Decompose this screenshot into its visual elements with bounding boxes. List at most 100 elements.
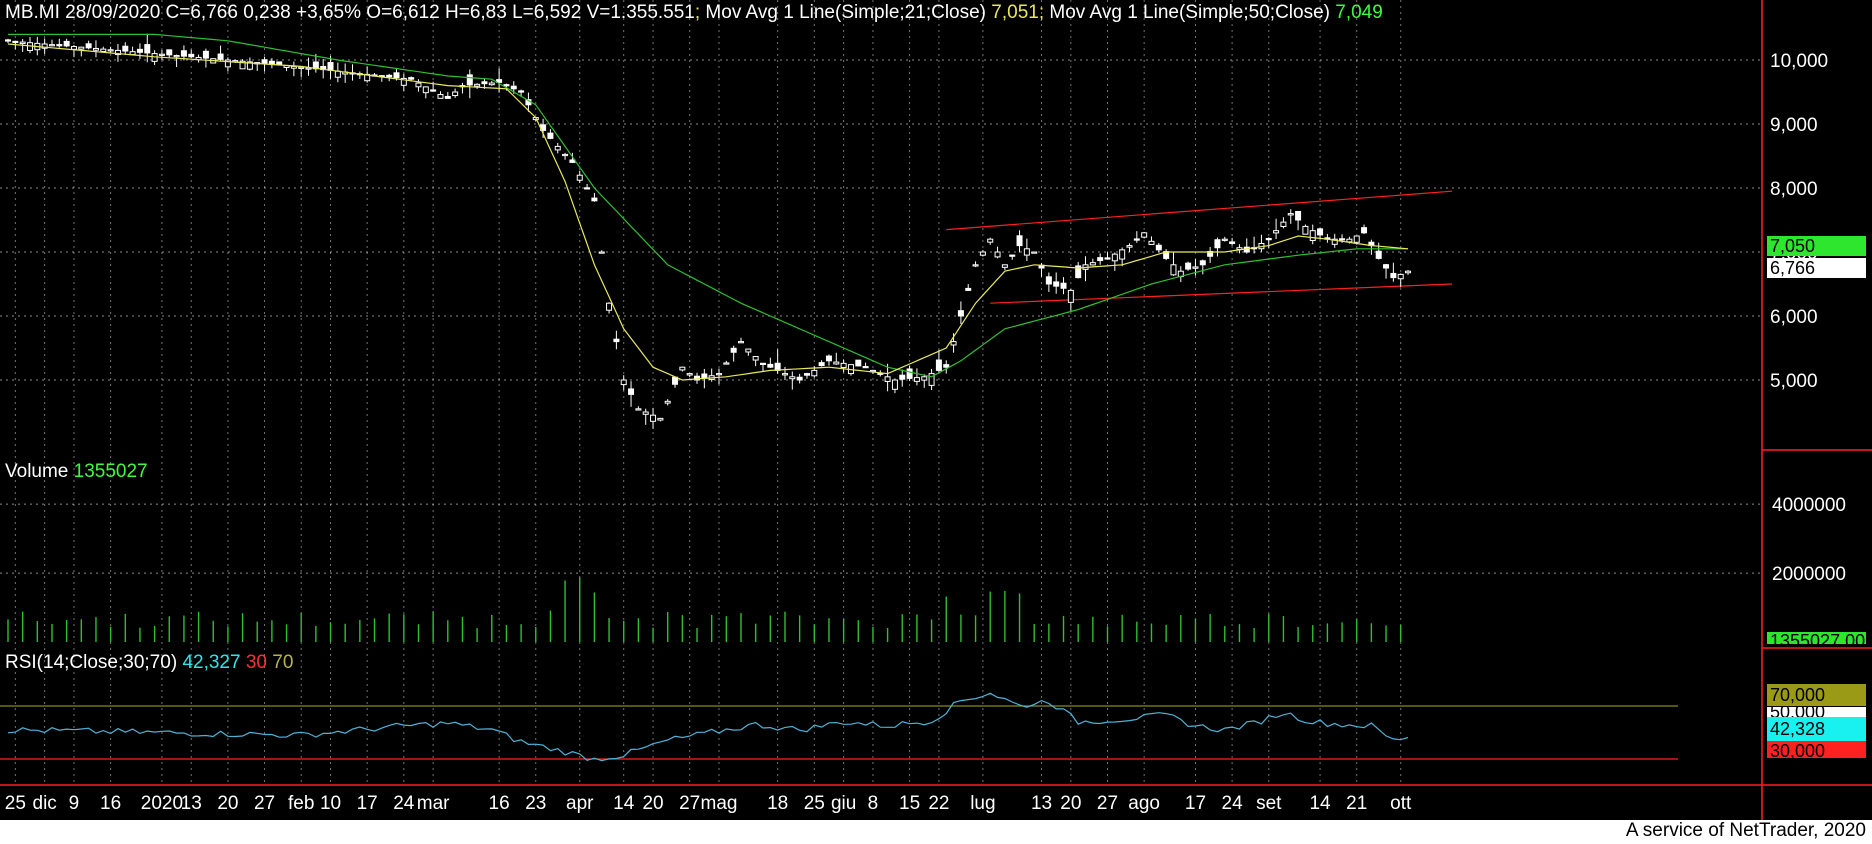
candle-body xyxy=(510,85,517,90)
candle-body xyxy=(268,60,275,65)
candle-body xyxy=(972,264,979,267)
candle-body xyxy=(606,302,613,311)
grid-lines xyxy=(0,0,1762,785)
candle-body xyxy=(1111,253,1118,262)
candle-body xyxy=(1045,276,1052,285)
candle-body xyxy=(334,70,341,78)
candle-body xyxy=(650,414,657,422)
rsi-70-tag: 70,000 xyxy=(1767,684,1866,706)
candle-body xyxy=(781,373,788,376)
candle-body xyxy=(818,362,825,367)
time-tick-label: 25 xyxy=(5,793,26,814)
volume-tick-label: 2000000 xyxy=(1772,564,1846,585)
candle-body xyxy=(63,40,70,47)
candle-body xyxy=(1170,264,1177,276)
candle-body xyxy=(1097,257,1104,262)
candle-body xyxy=(85,43,92,49)
rsi-low-level: 30 xyxy=(245,652,267,673)
candle-body xyxy=(642,411,649,415)
time-tick-label: 8 xyxy=(868,793,879,814)
candle-body xyxy=(474,83,481,87)
candle-body xyxy=(158,53,165,56)
candle-body xyxy=(1075,265,1082,279)
candle-body xyxy=(56,44,63,47)
candle-body xyxy=(144,44,151,54)
rsi-value-tag: 42,328 xyxy=(1767,717,1866,741)
candle-body xyxy=(41,43,48,49)
time-tick-label: 10 xyxy=(320,793,341,814)
ma50-line xyxy=(8,33,1408,378)
candle-body xyxy=(422,86,429,94)
candle-body xyxy=(965,287,972,291)
candle-body xyxy=(811,369,818,377)
candle-body xyxy=(1273,230,1280,234)
candle-body xyxy=(1031,251,1038,254)
candle-body xyxy=(921,376,928,381)
candle-body xyxy=(1192,266,1199,269)
candle-body xyxy=(1346,238,1353,243)
candle-body xyxy=(979,251,986,256)
header-date: 28/09/2020 xyxy=(65,2,161,23)
candle-body xyxy=(576,174,583,181)
candle-body xyxy=(466,74,473,86)
candle-body xyxy=(408,77,415,80)
candle-body xyxy=(855,359,862,367)
candle-body xyxy=(584,187,591,190)
ma-price-tag: 7,050 xyxy=(1767,236,1866,256)
candle-body xyxy=(686,373,693,376)
candle-body xyxy=(598,251,605,254)
ma21-line xyxy=(7,43,1409,381)
candle-body xyxy=(114,49,121,56)
candle-body xyxy=(481,81,488,85)
rsi-high-level: 70 xyxy=(272,652,294,673)
time-tick-label: 9 xyxy=(69,793,80,814)
rsi-series-line xyxy=(7,692,1409,762)
candle-body xyxy=(239,60,246,70)
candle-body xyxy=(716,373,723,376)
time-tick-label: ago xyxy=(1128,793,1160,814)
volume-tick-label: 4000000 xyxy=(1772,495,1846,516)
candle-body xyxy=(657,417,664,421)
candle-body xyxy=(327,61,334,71)
candle-body xyxy=(620,379,627,386)
volume-tag: 1355027,00 xyxy=(1767,632,1866,644)
candle-body xyxy=(840,362,847,369)
time-tick-label: 20 xyxy=(642,793,663,814)
rsi-title: RSI(14;Close;30;70) xyxy=(5,652,178,673)
candle-body xyxy=(943,364,950,368)
candle-body xyxy=(5,39,11,42)
ma21-label: Mov Avg 1 Line(Simple;21;Close) xyxy=(700,2,987,23)
time-tick-label: 27 xyxy=(1097,793,1118,814)
candle-body xyxy=(107,49,114,52)
candle-body xyxy=(92,47,99,51)
trend-channel xyxy=(946,190,1453,304)
time-tick-label: 20 xyxy=(217,793,238,814)
candle-body xyxy=(1016,235,1023,247)
candle-body xyxy=(745,348,752,353)
time-tick-label: 17 xyxy=(1185,793,1206,814)
candle-body xyxy=(1405,270,1412,274)
candle-body xyxy=(1229,241,1236,244)
time-tick-label: mar xyxy=(417,793,450,814)
candle-body xyxy=(298,66,305,69)
candle-body xyxy=(503,84,510,87)
candle-body xyxy=(1214,239,1221,249)
candle-body xyxy=(694,375,701,381)
candle-body xyxy=(913,377,920,382)
candle-body xyxy=(415,82,422,88)
chart-header: MB.MI 28/09/2020 C=6,766 0,238 +3,65% O=… xyxy=(5,2,1383,24)
candle-body xyxy=(1001,264,1008,268)
price-tick-label: 5,000 xyxy=(1770,371,1818,392)
candle-body xyxy=(12,40,19,44)
header-open: O=6,612 xyxy=(366,2,440,23)
ma50-label: Mov Avg 1 Line(Simple;50;Close) xyxy=(1044,2,1330,23)
time-tick-label: set xyxy=(1256,793,1282,814)
candle-body xyxy=(1148,240,1155,245)
candle-body xyxy=(730,347,737,353)
candle-body xyxy=(1309,230,1316,242)
time-tick-label: 16 xyxy=(489,793,510,814)
candle-body xyxy=(789,376,796,380)
time-tick-label: 15 xyxy=(899,793,920,814)
candle-body xyxy=(496,79,503,83)
